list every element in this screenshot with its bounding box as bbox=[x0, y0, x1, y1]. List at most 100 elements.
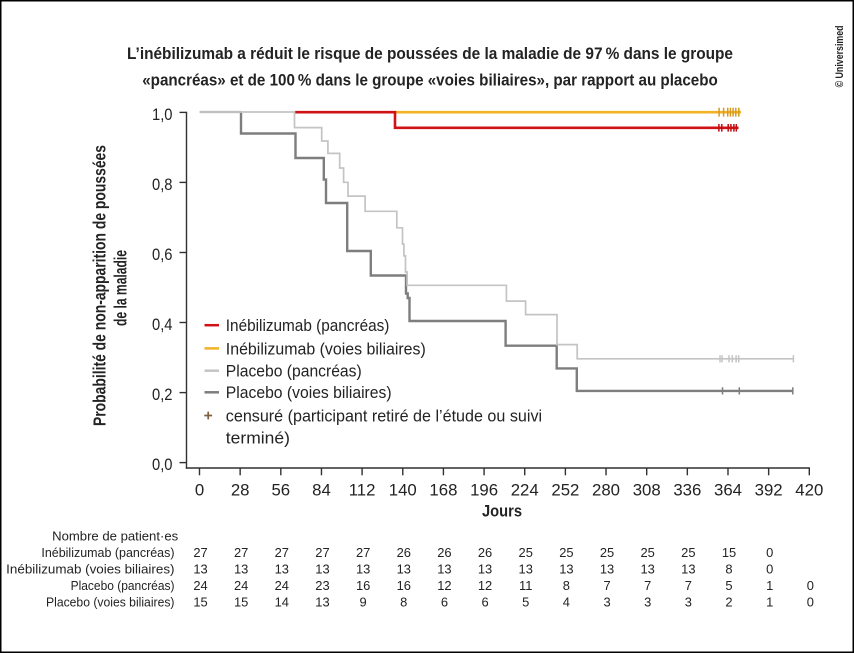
svg-text:392: 392 bbox=[755, 481, 783, 500]
svg-text:«pancréas» et de 100 % dans le: «pancréas» et de 100 % dans le groupe «v… bbox=[142, 70, 718, 89]
svg-text:15: 15 bbox=[193, 595, 207, 610]
svg-text:© Universimed: © Universimed bbox=[834, 25, 846, 87]
svg-text:15: 15 bbox=[722, 545, 736, 560]
svg-text:0: 0 bbox=[766, 562, 773, 577]
svg-text:224: 224 bbox=[511, 481, 539, 500]
svg-text:13: 13 bbox=[641, 562, 655, 577]
svg-text:84: 84 bbox=[312, 481, 331, 500]
svg-text:8: 8 bbox=[725, 562, 732, 577]
svg-text:168: 168 bbox=[429, 481, 457, 500]
svg-text:27: 27 bbox=[356, 545, 370, 560]
svg-text:7: 7 bbox=[644, 578, 651, 593]
svg-text:13: 13 bbox=[315, 595, 329, 610]
svg-text:5: 5 bbox=[725, 578, 732, 593]
svg-text:Placebo (voies biliaires): Placebo (voies biliaires) bbox=[226, 384, 392, 402]
svg-text:15: 15 bbox=[234, 595, 248, 610]
svg-text:13: 13 bbox=[437, 562, 451, 577]
svg-text:13: 13 bbox=[681, 562, 695, 577]
svg-text:Placebo (pancréas): Placebo (pancréas) bbox=[71, 578, 175, 593]
svg-text:26: 26 bbox=[478, 545, 492, 560]
svg-text:7: 7 bbox=[603, 578, 610, 593]
svg-text:27: 27 bbox=[193, 545, 207, 560]
svg-text:Inébilizumab (pancréas): Inébilizumab (pancréas) bbox=[226, 317, 390, 335]
svg-text:25: 25 bbox=[519, 545, 533, 560]
svg-text:13: 13 bbox=[356, 562, 370, 577]
svg-text:terminé): terminé) bbox=[226, 430, 290, 448]
svg-text:3: 3 bbox=[603, 595, 610, 610]
svg-text:Placebo (pancréas): Placebo (pancréas) bbox=[226, 363, 362, 381]
svg-text:1: 1 bbox=[766, 578, 773, 593]
svg-text:L’inébilizumab a réduit le ris: L’inébilizumab a réduit le risque de pou… bbox=[127, 44, 733, 63]
svg-text:25: 25 bbox=[641, 545, 655, 560]
svg-text:26: 26 bbox=[397, 545, 411, 560]
svg-text:13: 13 bbox=[275, 562, 289, 577]
svg-text:Inébilizumab (pancréas): Inébilizumab (pancréas) bbox=[41, 545, 174, 560]
svg-text:censuré (participant retiré de: censuré (participant retiré de l’étude o… bbox=[226, 408, 542, 426]
svg-text:364: 364 bbox=[714, 481, 742, 500]
svg-text:8: 8 bbox=[563, 578, 570, 593]
svg-text:13: 13 bbox=[559, 562, 573, 577]
svg-text:196: 196 bbox=[470, 481, 498, 500]
svg-text:Jours: Jours bbox=[482, 502, 522, 521]
svg-text:4: 4 bbox=[563, 595, 570, 610]
svg-text:Inébilizumab (voies biliaires): Inébilizumab (voies biliaires) bbox=[6, 562, 174, 577]
svg-text:0: 0 bbox=[195, 481, 204, 500]
svg-text:7: 7 bbox=[685, 578, 692, 593]
svg-text:0,8: 0,8 bbox=[152, 175, 173, 194]
svg-text:0: 0 bbox=[807, 578, 814, 593]
svg-text:56: 56 bbox=[271, 481, 290, 500]
svg-text:14: 14 bbox=[275, 595, 289, 610]
svg-text:6: 6 bbox=[481, 595, 488, 610]
svg-text:140: 140 bbox=[389, 481, 417, 500]
svg-text:1: 1 bbox=[766, 595, 773, 610]
svg-text:8: 8 bbox=[400, 595, 407, 610]
svg-text:0,2: 0,2 bbox=[152, 385, 173, 404]
svg-text:13: 13 bbox=[478, 562, 492, 577]
svg-text:280: 280 bbox=[592, 481, 620, 500]
svg-text:28: 28 bbox=[231, 481, 250, 500]
svg-text:12: 12 bbox=[478, 578, 492, 593]
svg-text:25: 25 bbox=[559, 545, 573, 560]
svg-text:24: 24 bbox=[193, 578, 207, 593]
svg-text:Placebo (voies biliaires): Placebo (voies biliaires) bbox=[46, 595, 175, 610]
svg-text:26: 26 bbox=[437, 545, 451, 560]
svg-text:13: 13 bbox=[193, 562, 207, 577]
svg-text:9: 9 bbox=[360, 595, 367, 610]
svg-text:13: 13 bbox=[315, 562, 329, 577]
svg-text:23: 23 bbox=[315, 578, 329, 593]
svg-text:24: 24 bbox=[234, 578, 248, 593]
svg-text:112: 112 bbox=[349, 481, 376, 500]
svg-text:25: 25 bbox=[600, 545, 614, 560]
svg-text:27: 27 bbox=[315, 545, 329, 560]
svg-text:24: 24 bbox=[275, 578, 289, 593]
svg-text:Inébilizumab (voies biliaires): Inébilizumab (voies biliaires) bbox=[226, 340, 426, 358]
svg-text:3: 3 bbox=[685, 595, 692, 610]
svg-text:0,4: 0,4 bbox=[152, 315, 173, 334]
svg-text:0,6: 0,6 bbox=[152, 245, 173, 264]
svg-text:3: 3 bbox=[644, 595, 651, 610]
svg-text:308: 308 bbox=[633, 481, 661, 500]
svg-text:27: 27 bbox=[275, 545, 289, 560]
svg-text:25: 25 bbox=[681, 545, 695, 560]
svg-text:27: 27 bbox=[234, 545, 248, 560]
svg-text:336: 336 bbox=[673, 481, 701, 500]
svg-text:1,0: 1,0 bbox=[152, 105, 173, 124]
svg-text:13: 13 bbox=[397, 562, 411, 577]
svg-text:0,0: 0,0 bbox=[152, 455, 173, 474]
svg-text:0: 0 bbox=[766, 545, 773, 560]
svg-text:de la maladie: de la maladie bbox=[111, 250, 131, 326]
svg-text:16: 16 bbox=[397, 578, 411, 593]
svg-text:2: 2 bbox=[725, 595, 732, 610]
svg-text:Probabilité de non-apparition: Probabilité de non-apparition de poussée… bbox=[90, 145, 110, 426]
svg-text:5: 5 bbox=[522, 595, 529, 610]
svg-text:11: 11 bbox=[519, 578, 532, 593]
svg-text:420: 420 bbox=[795, 481, 823, 500]
svg-text:0: 0 bbox=[807, 595, 814, 610]
svg-text:252: 252 bbox=[551, 481, 579, 500]
svg-text:Nombre de patient·es: Nombre de patient·es bbox=[52, 528, 178, 543]
svg-text:6: 6 bbox=[441, 595, 448, 610]
svg-text:16: 16 bbox=[356, 578, 370, 593]
svg-text:13: 13 bbox=[519, 562, 533, 577]
svg-text:12: 12 bbox=[437, 578, 451, 593]
svg-text:13: 13 bbox=[600, 562, 614, 577]
